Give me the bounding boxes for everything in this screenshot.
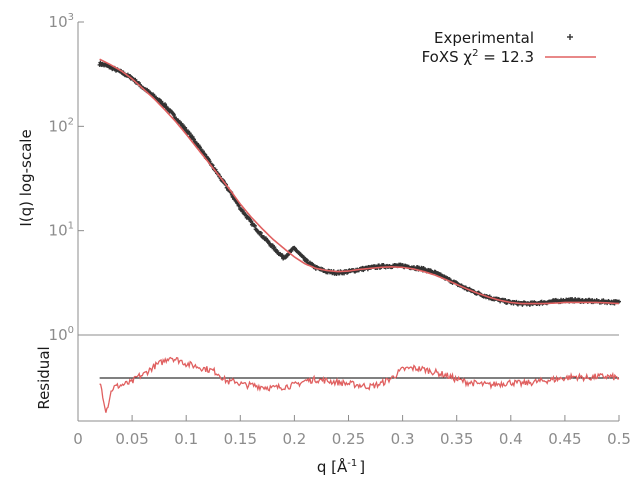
series-residual — [99, 356, 620, 413]
x-tick-label: 0.5 — [607, 430, 631, 448]
x-axis-label-main: q [Å — [317, 457, 348, 476]
x-tick-label: 0.15 — [224, 430, 257, 448]
x-tick-label: 0.2 — [282, 430, 306, 448]
x-ticks: 0 0.05 0.1 0.15 0.2 0.25 0.3 0.35 0.4 0.45 0.5 — [73, 415, 631, 448]
legend-label-foxs: FoXS χ2 = 12.3 — [422, 48, 534, 66]
x-tick-label: 0 — [73, 430, 83, 448]
x-tick-label: 0.4 — [499, 430, 523, 448]
x-tick-label: 0.05 — [115, 430, 148, 448]
top-y-ticks: 100 101 102 103 — [49, 12, 84, 344]
x-tick-label: 0.35 — [440, 430, 473, 448]
legend: Experimental FoXS χ2 = 12.3 — [422, 29, 596, 66]
legend-foxs-sup: 2 — [472, 48, 478, 59]
y-tick-label: 102 — [49, 116, 74, 135]
x-tick-label: 0.25 — [332, 430, 365, 448]
legend-foxs-main: FoXS χ — [422, 48, 473, 66]
x-axis-label-suffix: ] — [359, 458, 365, 476]
x-tick-label: 0.1 — [174, 430, 198, 448]
y-tick-label: 101 — [49, 221, 74, 240]
x-tick-label: 0.3 — [391, 430, 415, 448]
legend-marker-experimental — [567, 34, 573, 40]
bottom-y-axis-label: Residual — [35, 346, 53, 409]
x-axis-label-sup: -1 — [347, 458, 357, 469]
legend-label-experimental: Experimental — [434, 29, 534, 47]
legend-foxs-suffix: = 12.3 — [478, 48, 534, 66]
series-foxs-fit — [99, 58, 620, 305]
y-tick-label: 103 — [49, 12, 74, 31]
top-y-axis-label: I(q) log-scale — [17, 129, 35, 226]
x-tick-label: 0.45 — [548, 430, 581, 448]
y-tick-label: 100 — [49, 325, 74, 344]
x-axis-label: q [Å-1] — [317, 457, 365, 476]
